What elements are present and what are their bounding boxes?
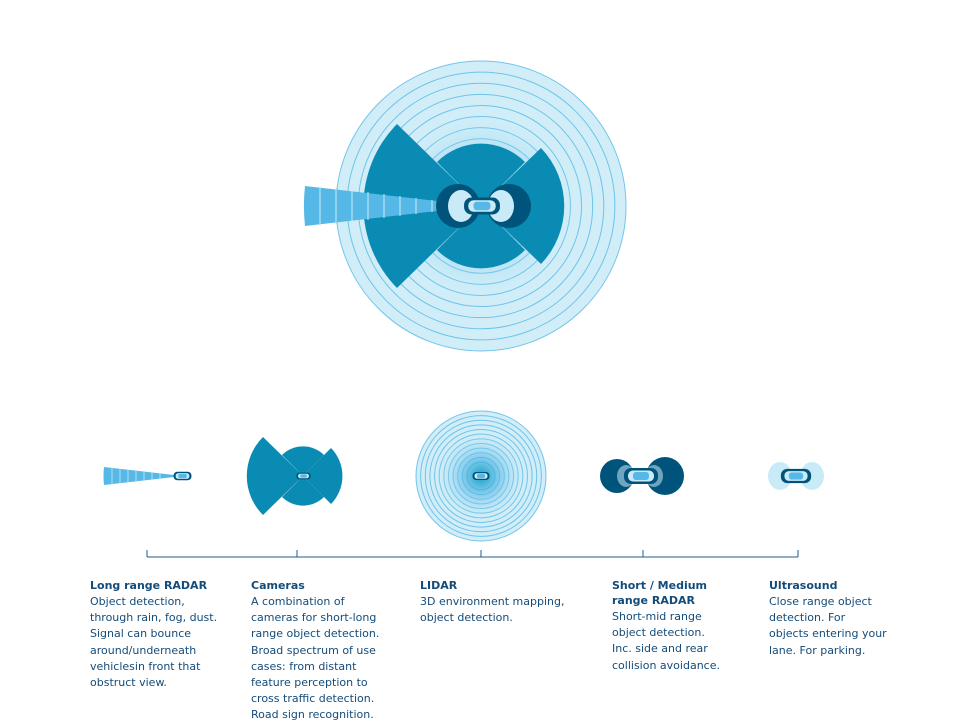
car-icon [472, 472, 490, 480]
sensor-title: Short / Medium range RADAR [612, 579, 708, 607]
lidar-icon [415, 410, 547, 542]
timeline [146, 550, 799, 558]
long-range-radar-large [303, 186, 481, 226]
car-icon [173, 471, 192, 481]
car-icon [464, 197, 500, 215]
sensor-description: A combination of cameras for short-long … [251, 595, 380, 722]
sensor-description: Short-mid range object detection. Inc. s… [612, 610, 720, 672]
label-lidar: LIDAR 3D environment mapping, object det… [420, 578, 570, 626]
short-medium-radar-icon [600, 457, 684, 495]
cameras-icon [246, 437, 343, 515]
combined-sensor-view [303, 60, 627, 352]
ultrasound-icon [768, 462, 824, 490]
lidar-ring [429, 424, 533, 528]
label-long-range-radar: Long range RADAR Object detection, throu… [90, 578, 220, 691]
lidar-ring [424, 419, 538, 533]
sensor-title: Long range RADAR [90, 579, 208, 592]
sensor-description: 3D environment mapping, object detection… [420, 595, 565, 625]
lidar-ring [434, 429, 528, 523]
car-icon [624, 468, 658, 484]
sensor-title: Cameras [251, 579, 305, 592]
car-icon [296, 472, 311, 480]
sensor-title: Ultrasound [769, 579, 838, 592]
car-icon [780, 468, 812, 484]
label-cameras: Cameras A combination of cameras for sho… [251, 578, 381, 724]
sensor-title: LIDAR [420, 579, 458, 592]
label-short-medium-radar: Short / Medium range RADAR Short-mid ran… [612, 578, 724, 674]
sensor-description: Object detection, through rain, fog, dus… [90, 595, 218, 690]
sensor-description: Close range object detection. For object… [769, 595, 887, 657]
long-range-radar-icon [103, 467, 192, 485]
lidar-ring [420, 415, 542, 537]
label-ultrasound: Ultrasound Close range object detection.… [769, 578, 887, 659]
